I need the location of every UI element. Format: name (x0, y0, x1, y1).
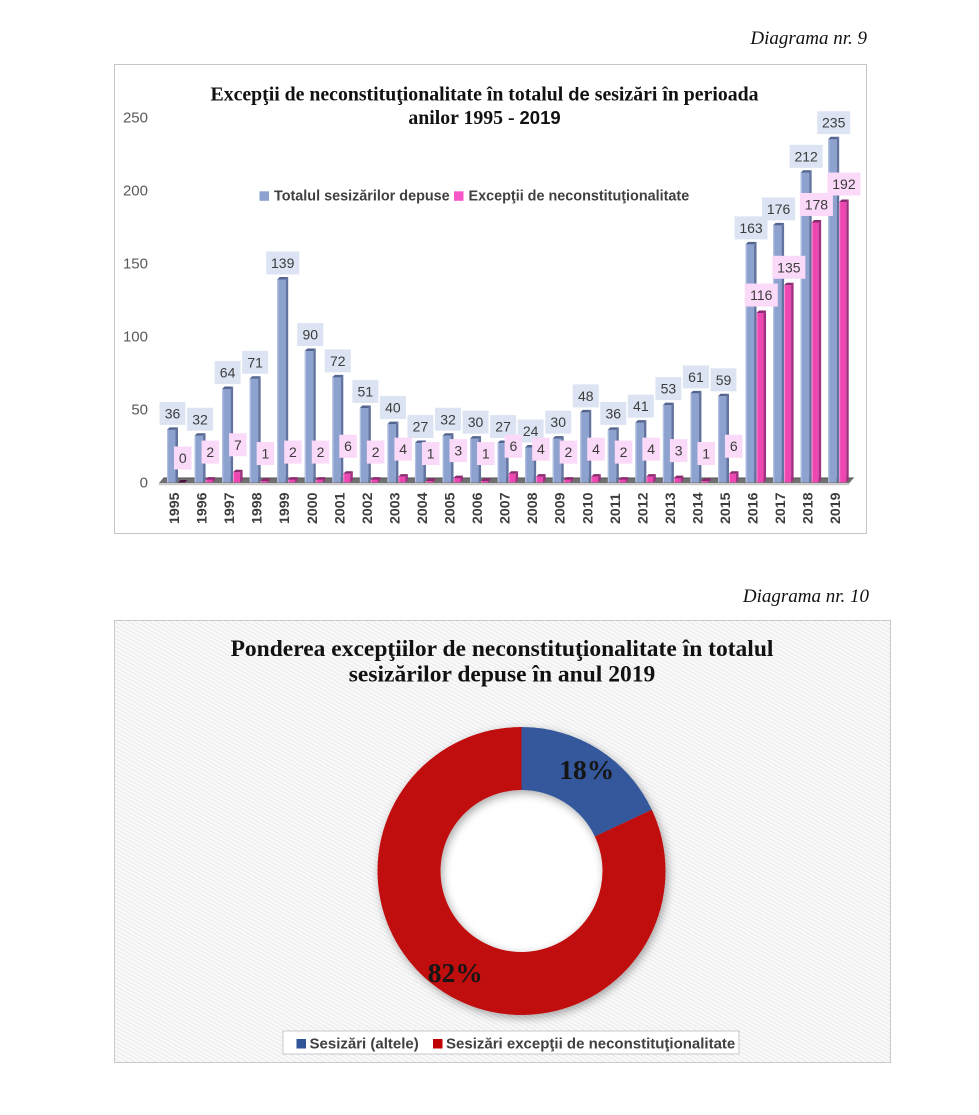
svg-text:178: 178 (804, 196, 828, 212)
svg-text:90: 90 (302, 327, 318, 343)
svg-text:176: 176 (766, 201, 790, 217)
svg-text:4: 4 (592, 441, 600, 457)
svg-text:Excepţii de neconstituţionalit: Excepţii de neconstituţionalitate (468, 189, 689, 205)
svg-text:1: 1 (481, 446, 489, 462)
svg-text:0: 0 (139, 475, 147, 492)
svg-text:anilor 1995 - 2019: anilor 1995 - 2019 (408, 107, 560, 129)
svg-text:71: 71 (247, 354, 263, 370)
svg-text:2006: 2006 (470, 492, 486, 524)
svg-text:Sesizări excepţii de neconstit: Sesizări excepţii de neconstituţionalita… (446, 1036, 735, 1053)
svg-text:2001: 2001 (332, 492, 348, 524)
svg-text:3: 3 (454, 443, 462, 459)
svg-text:sesizărilor depuse în anul 201: sesizărilor depuse în anul 2019 (349, 662, 655, 688)
svg-text:2005: 2005 (442, 492, 458, 524)
svg-text:2009: 2009 (552, 492, 568, 524)
svg-text:Sesizări (altele): Sesizări (altele) (310, 1036, 419, 1053)
svg-text:2003: 2003 (387, 492, 403, 524)
svg-text:32: 32 (440, 411, 456, 427)
svg-text:2010: 2010 (580, 492, 596, 524)
svg-text:64: 64 (219, 365, 235, 381)
svg-text:27: 27 (412, 419, 428, 435)
svg-text:100: 100 (122, 328, 147, 345)
svg-text:2017: 2017 (773, 492, 789, 524)
svg-text:4: 4 (399, 441, 407, 457)
svg-text:30: 30 (467, 414, 483, 430)
svg-text:3: 3 (674, 443, 682, 459)
svg-text:2002: 2002 (359, 492, 375, 524)
svg-text:Totalul sesizărilor depuse: Totalul sesizărilor depuse (274, 189, 450, 205)
svg-text:2014: 2014 (690, 492, 706, 524)
svg-text:4: 4 (647, 441, 655, 457)
svg-text:61: 61 (688, 369, 704, 385)
svg-text:2: 2 (206, 444, 214, 460)
svg-text:27: 27 (495, 419, 511, 435)
svg-text:200: 200 (122, 182, 147, 199)
svg-text:72: 72 (330, 353, 346, 369)
svg-text:6: 6 (509, 438, 517, 454)
svg-text:51: 51 (357, 384, 373, 400)
svg-text:2008: 2008 (525, 492, 541, 524)
svg-text:32: 32 (192, 411, 208, 427)
svg-text:2015: 2015 (718, 492, 734, 524)
svg-text:1998: 1998 (249, 492, 265, 524)
svg-text:2: 2 (316, 444, 324, 460)
svg-text:36: 36 (605, 405, 621, 421)
svg-text:1999: 1999 (277, 492, 293, 524)
svg-text:135: 135 (777, 259, 801, 275)
svg-text:48: 48 (577, 388, 593, 404)
svg-text:2011: 2011 (607, 493, 623, 524)
svg-text:50: 50 (131, 402, 148, 419)
svg-text:235: 235 (822, 115, 846, 131)
svg-text:53: 53 (660, 381, 676, 397)
svg-text:250: 250 (122, 109, 147, 126)
svg-text:2012: 2012 (635, 492, 651, 524)
svg-text:2: 2 (371, 444, 379, 460)
svg-text:2018: 2018 (800, 492, 816, 524)
svg-text:59: 59 (715, 372, 731, 388)
svg-text:24: 24 (522, 423, 538, 439)
svg-text:1: 1 (702, 446, 710, 462)
svg-text:82%: 82% (428, 957, 483, 988)
svg-text:0: 0 (178, 450, 186, 466)
svg-text:40: 40 (385, 400, 401, 416)
svg-text:6: 6 (729, 438, 737, 454)
svg-text:139: 139 (271, 255, 295, 271)
svg-text:2007: 2007 (497, 492, 513, 524)
svg-text:212: 212 (794, 148, 818, 164)
svg-text:41: 41 (633, 398, 649, 414)
svg-text:36: 36 (164, 405, 180, 421)
svg-text:1996: 1996 (194, 492, 210, 524)
svg-text:1: 1 (426, 446, 434, 462)
svg-text:1995: 1995 (167, 492, 183, 524)
svg-text:1997: 1997 (222, 492, 238, 524)
svg-text:18%: 18% (559, 754, 614, 785)
svg-text:1: 1 (261, 446, 269, 462)
svg-text:7: 7 (233, 437, 241, 453)
svg-text:4: 4 (537, 441, 545, 457)
svg-text:2004: 2004 (414, 492, 430, 524)
svg-text:30: 30 (550, 414, 566, 430)
svg-text:2000: 2000 (304, 492, 320, 524)
svg-text:6: 6 (344, 438, 352, 454)
svg-text:2016: 2016 (745, 492, 761, 524)
svg-text:2019: 2019 (828, 492, 844, 524)
svg-text:Ponderea excepţiilor de necons: Ponderea excepţiilor de neconstituţional… (231, 636, 774, 662)
svg-text:116: 116 (750, 287, 773, 303)
svg-text:150: 150 (122, 255, 147, 272)
svg-text:192: 192 (832, 176, 856, 192)
svg-text:2: 2 (289, 444, 297, 460)
svg-text:2013: 2013 (662, 492, 678, 524)
svg-text:163: 163 (739, 220, 763, 236)
svg-text:2: 2 (619, 444, 627, 460)
svg-text:2: 2 (564, 444, 572, 460)
svg-text:Excepţii de neconstituţionalit: Excepţii de neconstituţionalitate în tot… (210, 84, 758, 106)
